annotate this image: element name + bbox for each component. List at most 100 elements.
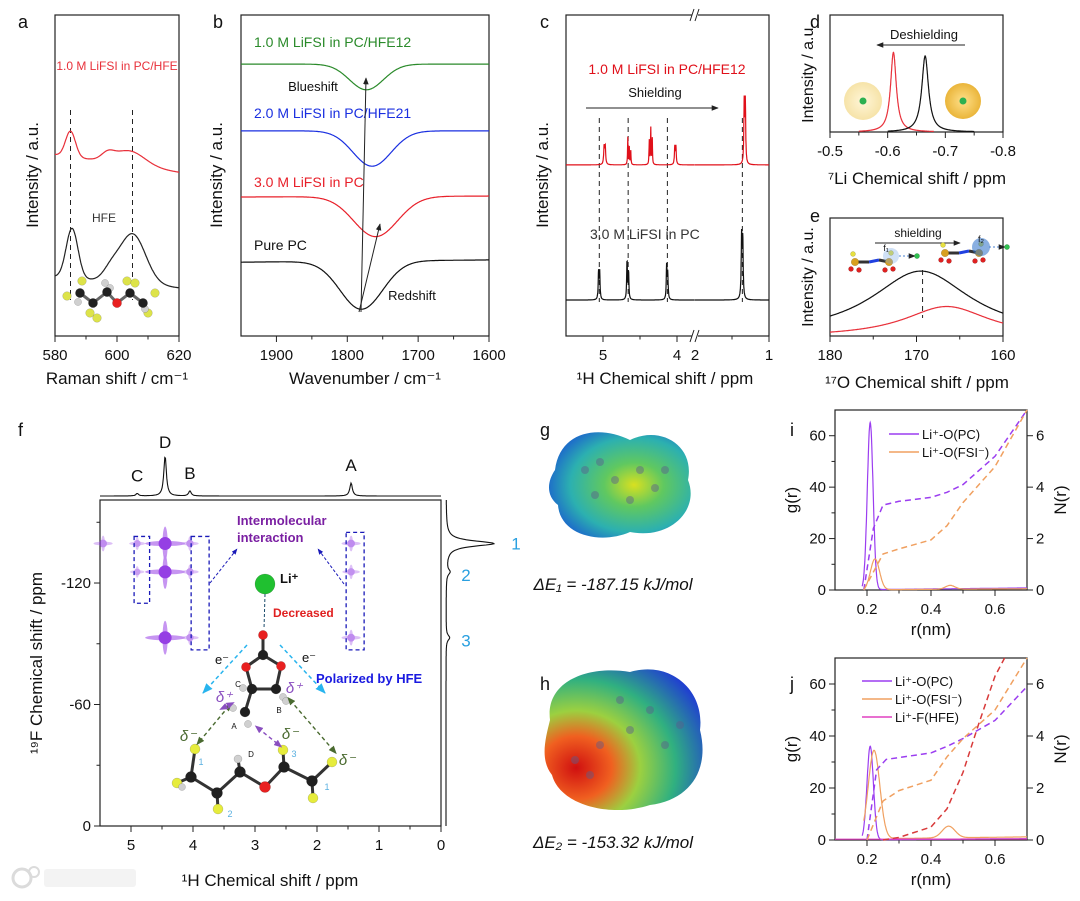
atom-icon xyxy=(596,741,604,749)
atom-label: C xyxy=(235,680,241,689)
panel-label-g: g xyxy=(540,420,550,440)
panel-label-a: a xyxy=(18,12,29,32)
fluorine-atom-icon xyxy=(307,792,319,804)
y-axis-label: Intensity / a.u. xyxy=(800,227,817,327)
dashed-arrow xyxy=(209,548,238,584)
panel-b-axes: 1900 1800 1700 1600 xyxy=(240,14,506,364)
peak-label: D xyxy=(159,433,171,452)
y2-tick-label: 6 xyxy=(1036,676,1044,693)
peak-label: 2 xyxy=(461,566,470,585)
shielding-label: shielding xyxy=(894,226,941,240)
y-tick-label: 0 xyxy=(818,832,826,849)
fluorine-atom-icon xyxy=(130,278,140,288)
electron-label: e⁻ xyxy=(215,652,229,667)
peak-label: 3 xyxy=(461,632,470,651)
x-axis-label: r(nm) xyxy=(911,620,952,639)
electron-label: e⁻ xyxy=(302,650,316,665)
cumulative-line-j-2 xyxy=(882,657,1006,841)
y2-tick-label: 0 xyxy=(1036,832,1044,849)
panel-label-e: e xyxy=(810,206,820,226)
carbon-atom-icon xyxy=(270,683,282,695)
oxygen-atom-icon xyxy=(241,662,251,672)
oxygen-atom-icon xyxy=(938,257,944,263)
cumulative-line-i-1 xyxy=(863,409,1028,591)
x-tick-label: 1800 xyxy=(331,347,364,364)
x-tick-label: 580 xyxy=(42,347,67,364)
carbon-atom-icon xyxy=(125,288,135,298)
carbon-atom-icon xyxy=(102,287,112,297)
y2-axis-label: N(r) xyxy=(1051,485,1070,514)
redshift-label: Redshift xyxy=(388,288,436,303)
binding-energy-label: ΔE₂ = -153.32 kJ/mol xyxy=(532,833,694,852)
hydrogen-atom-icon xyxy=(101,279,109,287)
oxygen-atom-icon xyxy=(276,661,286,671)
fluorine-atom-icon xyxy=(212,803,224,815)
carbon-atom-icon xyxy=(75,288,85,298)
y2-tick-label: 2 xyxy=(1036,780,1044,797)
x-tick-label: 1900 xyxy=(260,347,293,364)
series-label: 1.0 M LiFSI in PC/HFE12 xyxy=(254,34,411,50)
hydrogen-atom-icon xyxy=(178,783,186,791)
x-tick-label: 0.2 xyxy=(857,601,878,618)
hydrogen-atom-icon xyxy=(233,754,243,764)
cross-peak xyxy=(145,620,186,655)
polarized-label: Polarized by HFE xyxy=(316,671,423,686)
carbon-atom-icon xyxy=(138,298,148,308)
x-tick-label: 1600 xyxy=(472,347,505,364)
fluorine-index-label: 1 xyxy=(324,782,329,792)
x-axis-label: ¹H Chemical shift / ppm xyxy=(182,871,359,890)
sulfur-atom-icon xyxy=(884,257,894,267)
electron-shift-arrow xyxy=(202,644,248,694)
cross-peak xyxy=(181,536,199,551)
x-tick-label: 3 xyxy=(251,837,259,854)
series-label: HFE xyxy=(92,211,116,225)
delta-plus-label: δ⁺ xyxy=(286,680,303,697)
x-tick-label: 170 xyxy=(904,347,929,364)
plot-frame xyxy=(240,14,490,337)
x-tick-label: 0.6 xyxy=(985,851,1006,868)
series-label: 1.0 M LiFSI in PC/HFE xyxy=(56,59,177,73)
panel-label-c: c xyxy=(540,12,549,32)
atom-icon xyxy=(676,721,684,729)
oxygen-atom-icon xyxy=(980,257,986,263)
x-axis-label: Wavenumber / cm⁻¹ xyxy=(289,369,441,388)
panel-j-axes: 0.2 0.4 0.6 0 20 40 60 0 2 4 6 xyxy=(809,657,1044,868)
x-tick-label: 2 xyxy=(691,347,699,364)
y-tick-label: 0 xyxy=(83,818,91,835)
fluorine-atom-icon xyxy=(189,743,201,755)
panel-label-i: i xyxy=(790,420,794,440)
fluorine-atom-icon xyxy=(850,251,856,257)
delta-plus-label: δ⁺ xyxy=(216,689,233,706)
cross-peak xyxy=(181,630,199,645)
series-line-b-2 xyxy=(241,195,489,238)
fluorine-atom-icon xyxy=(150,288,160,298)
carbon-atom-icon xyxy=(234,766,246,778)
x-axis-label: Raman shift / cm⁻¹ xyxy=(46,369,189,388)
fluorine-index-label: 1 xyxy=(198,757,203,767)
fluorine-atom-icon xyxy=(85,308,95,318)
deshielding-label: Deshielding xyxy=(890,27,958,42)
panel-a-axes: 580 600 620 xyxy=(42,14,192,364)
fluorine-atom-icon xyxy=(940,242,946,248)
interaction-arrow xyxy=(287,696,337,755)
esp-surface-image xyxy=(549,432,691,538)
x-tick-label: 5 xyxy=(127,837,135,854)
cross-peak xyxy=(181,564,199,580)
cross-peak xyxy=(145,526,186,561)
hydrogen-atom-icon xyxy=(74,298,82,306)
panel-d-axes: -0.5 -0.6 -0.7 -0.8 xyxy=(817,14,1016,160)
axis-break-gap xyxy=(692,330,698,342)
fluorine-atom-icon xyxy=(122,276,132,286)
fluorine-atom-icon xyxy=(62,291,72,301)
blueshift-label: Blueshift xyxy=(288,79,338,94)
series-line-b-3 xyxy=(241,259,489,310)
carbon-atom-icon xyxy=(306,775,318,787)
x-tick-label: 4 xyxy=(673,347,681,364)
interaction-arrow xyxy=(196,702,232,746)
y2-tick-label: 4 xyxy=(1036,479,1044,496)
top-projection-spectrum xyxy=(100,456,441,497)
y-axis-label: Intensity / a.u. xyxy=(800,23,817,123)
y-tick-label: 20 xyxy=(809,780,826,797)
oxygen-atom-icon xyxy=(112,298,122,308)
